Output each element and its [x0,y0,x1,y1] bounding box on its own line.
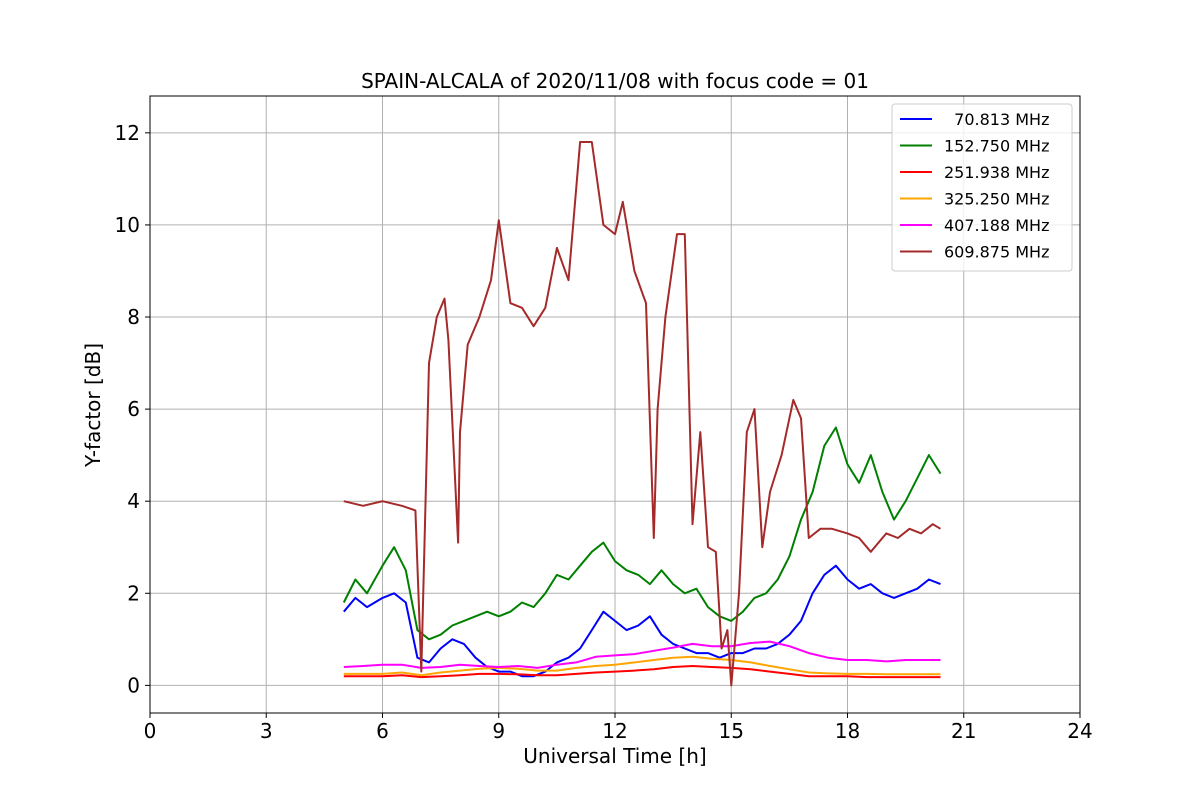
y-axis-label: Y-factor [dB] [81,343,105,468]
series-line-5 [343,640,941,669]
legend-box [891,103,1073,272]
series-line-4 [343,655,941,677]
y-tick-label: 0 [127,673,140,697]
y-tick-label: 12 [115,121,140,145]
x-tick-label: 24 [1067,719,1092,743]
y-tick-label: 4 [127,489,140,513]
legend: 70.813 MHz 152.750 MHz 251.938 MHz 325.250 … [891,103,1073,272]
chart-title: SPAIN-ALCALA of 2020/11/08 with focus co… [361,69,869,93]
legend-label: 152.750 MHz [944,137,1049,156]
legend-label: 251.938 MHz [944,163,1049,182]
legend-label: 325.250 MHz [944,190,1049,209]
series-line-6 [343,141,942,687]
legend-label: 70.813 MHz [944,110,1049,129]
x-tick-label: 18 [835,719,860,743]
legend-label: 407.188 MHz [944,216,1049,235]
y-tick-label: 2 [127,581,140,605]
x-tick-label: 9 [492,719,505,743]
y-tick-label: 6 [127,397,140,421]
x-tick-label: 12 [602,719,627,743]
series-line-2 [342,426,942,641]
x-tick-label: 3 [260,719,273,743]
x-axis-label: Universal Time [h] [523,744,706,768]
x-tick-label: 21 [951,719,976,743]
x-tick-label: 6 [376,719,389,743]
x-tick-label: 15 [719,719,744,743]
y-tick-label: 8 [127,305,140,329]
x-tick-label: 0 [144,719,157,743]
legend-label: 609.875 MHz [944,243,1049,262]
series-line-1 [343,564,941,678]
y-tick-label: 10 [115,213,140,237]
series-line-3 [343,665,941,679]
plot-lines [342,141,942,687]
